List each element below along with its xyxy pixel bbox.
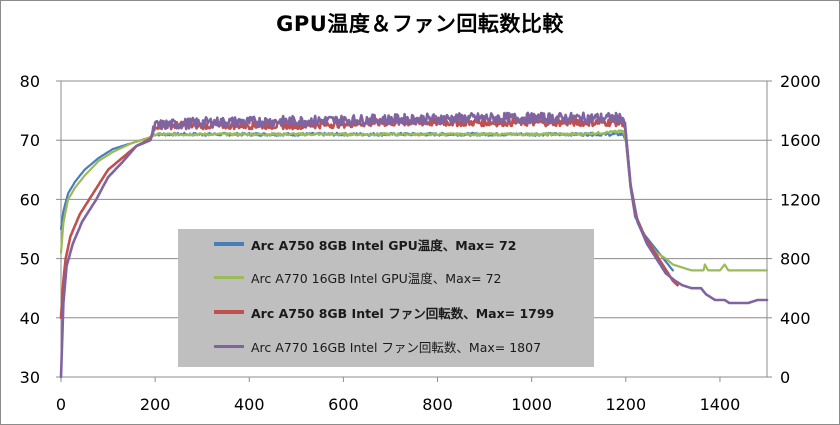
- legend-label: Arc A770 16GB Intel ファン回転数、Max= 1807: [251, 339, 542, 355]
- y-left-tick-label: 30: [20, 368, 40, 387]
- legend-label: Arc A770 16GB Intel GPU温度、Max= 72: [251, 270, 502, 286]
- x-tick-label: 0: [56, 395, 66, 414]
- y-right-tick-label: 1600: [780, 131, 821, 150]
- y-right-tick-label: 2000: [780, 72, 821, 91]
- y-left-tick-label: 50: [20, 250, 40, 269]
- x-tick-label: 600: [328, 395, 359, 414]
- legend: Arc A750 8GB Intel GPU温度、Max= 72 Arc A770…: [178, 229, 594, 367]
- legend-swatch: [214, 242, 244, 246]
- legend-label: Arc A750 8GB Intel GPU温度、Max= 72: [251, 237, 517, 253]
- chart-title: GPU温度＆ファン回転数比較: [276, 12, 564, 36]
- x-tick-label: 1400: [700, 395, 741, 414]
- legend-item: Arc A770 16GB Intel GPU温度、Max= 72: [214, 267, 502, 287]
- legend-item: Arc A750 8GB Intel ファン回転数、Max= 1799: [214, 302, 554, 322]
- y-left-tick-label: 70: [20, 131, 40, 150]
- y-right-tick-label: 1200: [780, 190, 821, 209]
- x-tick-label: 1200: [605, 395, 646, 414]
- legend-swatch: [214, 344, 244, 348]
- legend-swatch: [214, 275, 244, 279]
- x-tick-label: 400: [234, 395, 265, 414]
- y-left-tick-label: 40: [20, 309, 40, 328]
- tick-labels: 0 200 400 600 800 1000 1200 1400304050607080040…: [20, 72, 821, 414]
- legend-swatch: [214, 310, 244, 314]
- x-tick-label: 200: [140, 395, 171, 414]
- legend-item: Arc A770 16GB Intel ファン回転数、Max= 1807: [214, 336, 541, 356]
- legend-item: Arc A750 8GB Intel GPU温度、Max= 72: [214, 234, 516, 254]
- y-right-tick-label: 800: [780, 250, 811, 269]
- series-lines: [59, 111, 769, 379]
- y-left-tick-label: 60: [20, 190, 40, 209]
- y-left-tick-label: 80: [20, 72, 40, 91]
- x-tick-label: 800: [422, 395, 453, 414]
- legend-label: Arc A750 8GB Intel ファン回転数、Max= 1799: [251, 305, 555, 321]
- y-right-tick-label: 0: [780, 368, 790, 387]
- x-tick-label: 1000: [511, 395, 552, 414]
- y-right-tick-label: 400: [780, 309, 811, 328]
- series-line: [59, 111, 769, 379]
